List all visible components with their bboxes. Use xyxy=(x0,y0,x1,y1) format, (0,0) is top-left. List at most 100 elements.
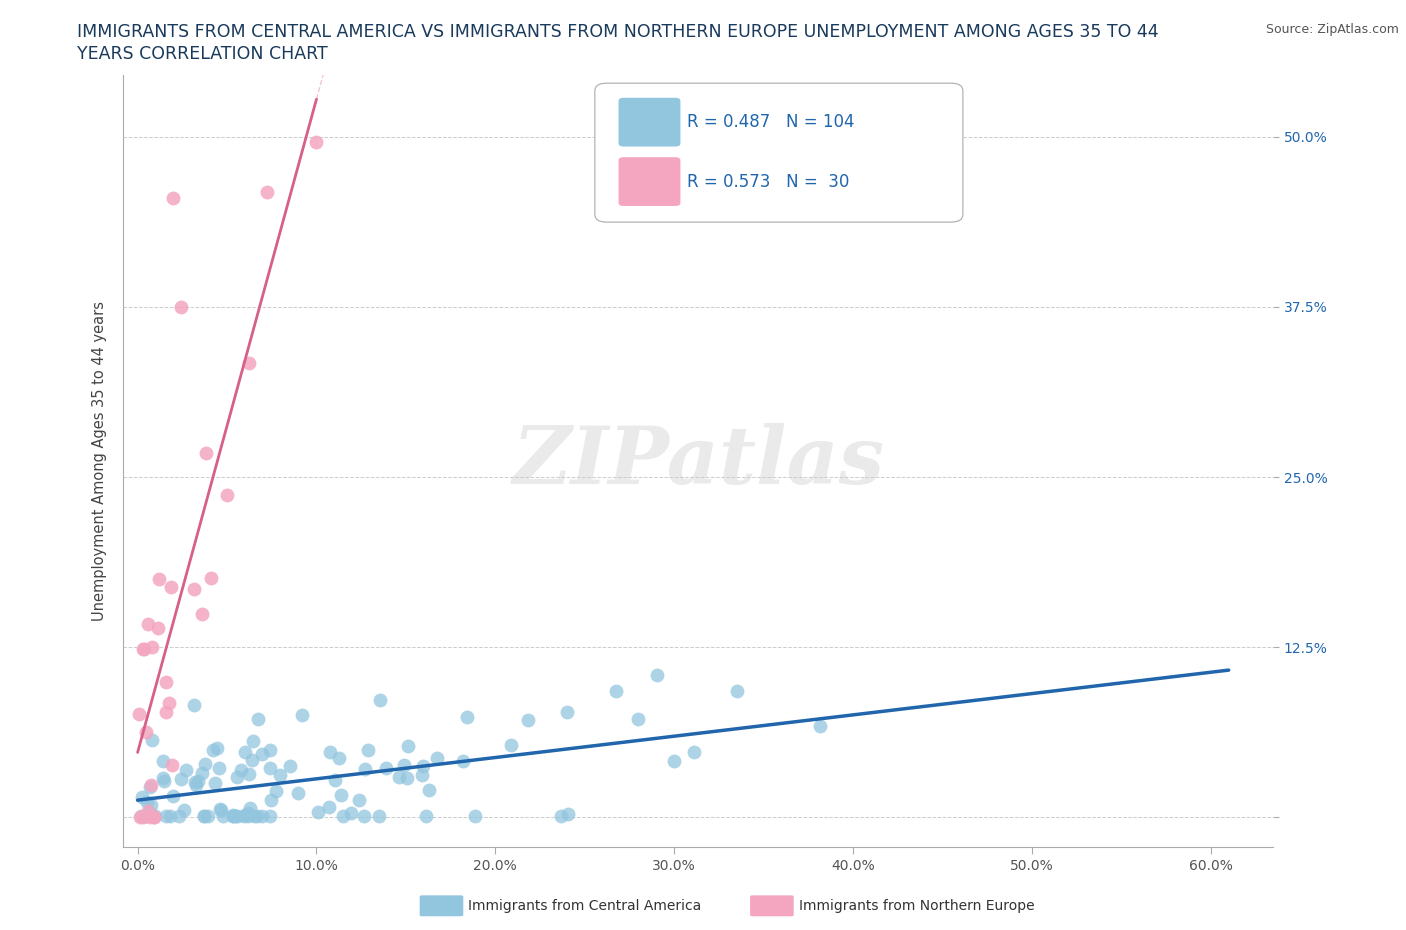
Point xyxy=(135,724,157,739)
Point xyxy=(319,745,342,760)
Point xyxy=(208,761,231,776)
Point xyxy=(250,808,273,823)
Point xyxy=(204,776,226,790)
Point xyxy=(235,745,257,760)
Point xyxy=(222,808,245,823)
Point xyxy=(394,758,416,773)
Point xyxy=(190,606,212,621)
Point xyxy=(555,704,578,719)
Point xyxy=(368,808,391,823)
Y-axis label: Unemployment Among Ages 35 to 44 years: Unemployment Among Ages 35 to 44 years xyxy=(93,301,107,621)
Point xyxy=(418,782,440,797)
Point xyxy=(143,808,166,823)
Point xyxy=(194,757,217,772)
Point xyxy=(808,719,831,734)
Point xyxy=(197,808,219,823)
Point xyxy=(451,754,474,769)
Point xyxy=(242,734,264,749)
FancyBboxPatch shape xyxy=(617,156,681,206)
Point xyxy=(388,769,411,784)
Point xyxy=(139,805,162,820)
Point xyxy=(238,767,260,782)
Point xyxy=(184,775,207,790)
Point xyxy=(183,698,205,712)
FancyBboxPatch shape xyxy=(595,83,963,222)
Point xyxy=(187,774,209,789)
Point xyxy=(238,356,260,371)
Point xyxy=(259,761,281,776)
Point xyxy=(159,808,181,823)
Point xyxy=(142,810,165,825)
Point xyxy=(247,711,270,726)
Point xyxy=(200,570,222,585)
Point xyxy=(155,675,177,690)
Point xyxy=(183,581,205,596)
Text: Immigrants from Northern Europe: Immigrants from Northern Europe xyxy=(799,898,1035,913)
Point xyxy=(222,807,245,822)
Point xyxy=(184,777,207,792)
Point xyxy=(190,765,212,780)
Text: Immigrants from Central America: Immigrants from Central America xyxy=(468,898,702,913)
Point xyxy=(131,790,153,804)
Point xyxy=(153,774,176,789)
Point xyxy=(412,759,434,774)
Point xyxy=(291,708,314,723)
Point xyxy=(368,693,391,708)
Point xyxy=(256,185,278,200)
Point xyxy=(222,808,245,823)
Point xyxy=(169,772,191,787)
Point xyxy=(287,786,309,801)
Point xyxy=(129,808,152,823)
Point xyxy=(683,744,706,759)
Point xyxy=(240,752,263,767)
Point xyxy=(464,808,486,823)
FancyBboxPatch shape xyxy=(617,97,681,147)
Point xyxy=(169,299,191,314)
Point xyxy=(426,751,449,765)
Text: Source: ZipAtlas.com: Source: ZipAtlas.com xyxy=(1265,23,1399,36)
Point xyxy=(159,696,181,711)
Point xyxy=(141,777,163,792)
Point xyxy=(259,808,281,823)
Point xyxy=(396,738,419,753)
Point xyxy=(395,771,418,786)
Point xyxy=(250,747,273,762)
Point xyxy=(160,758,183,773)
Point xyxy=(155,808,177,823)
Point xyxy=(134,808,156,823)
Point xyxy=(242,808,264,823)
Point xyxy=(456,710,478,724)
Point xyxy=(193,808,215,823)
Point xyxy=(128,810,150,825)
Point xyxy=(128,707,150,722)
Point xyxy=(550,808,572,823)
Point xyxy=(193,808,215,823)
Point xyxy=(136,804,159,818)
Point xyxy=(136,794,159,809)
Point xyxy=(557,806,579,821)
Point xyxy=(307,804,329,819)
Point xyxy=(356,742,378,757)
Point xyxy=(245,808,267,823)
Point xyxy=(148,620,170,635)
Text: ZIPatlas: ZIPatlas xyxy=(512,422,884,500)
Point xyxy=(226,770,249,785)
Point xyxy=(174,763,197,777)
Point xyxy=(499,738,522,753)
Point xyxy=(132,810,155,825)
Point xyxy=(139,797,162,812)
Point xyxy=(278,759,301,774)
Point xyxy=(411,767,433,782)
Point xyxy=(134,642,156,657)
Point xyxy=(160,580,183,595)
Point xyxy=(141,732,163,747)
Point xyxy=(233,807,256,822)
Text: R = 0.487   N = 104: R = 0.487 N = 104 xyxy=(688,113,855,131)
Point xyxy=(212,808,235,823)
Point xyxy=(415,808,437,823)
Point xyxy=(236,805,259,820)
Point xyxy=(332,808,354,823)
Point xyxy=(148,572,170,587)
Text: R = 0.573   N =  30: R = 0.573 N = 30 xyxy=(688,173,849,191)
Point xyxy=(136,617,159,631)
